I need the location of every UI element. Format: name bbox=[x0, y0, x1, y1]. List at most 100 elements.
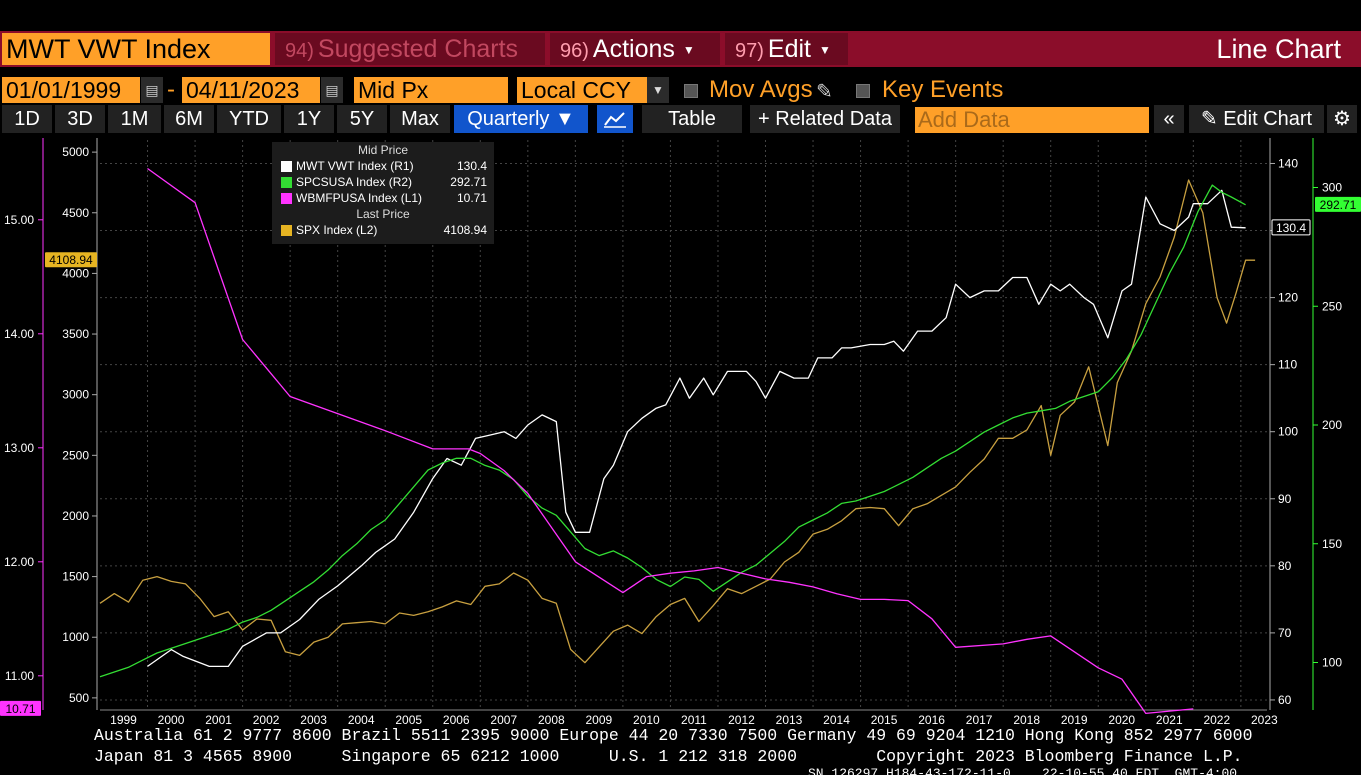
range-tab-max[interactable]: Max bbox=[390, 105, 450, 133]
x-tick-label: 2014 bbox=[823, 713, 850, 727]
r2-last-tag-box bbox=[1315, 196, 1361, 212]
legend-item: WBMFPUSA Index (L1) 10.71 bbox=[272, 190, 494, 206]
edit-button[interactable]: 97) Edit ▼ bbox=[725, 33, 848, 65]
x-tick-label: 2011 bbox=[681, 713, 707, 727]
legend-header-mid: Mid Price bbox=[357, 143, 408, 157]
series-line bbox=[147, 189, 1246, 668]
legend-swatch bbox=[281, 177, 292, 188]
range-tab-1d[interactable]: 1D bbox=[2, 105, 52, 133]
range-tab-1m[interactable]: 1M bbox=[108, 105, 161, 133]
related-data-button[interactable]: + Related Data bbox=[750, 105, 900, 133]
calendar-icon[interactable]: ▤ bbox=[321, 77, 343, 103]
x-tick-label: 2002 bbox=[253, 713, 280, 727]
key-events-checkbox[interactable] bbox=[856, 84, 870, 98]
x-tick-label: 2006 bbox=[443, 713, 470, 727]
x-tick-label: 2012 bbox=[728, 713, 755, 727]
currency-select[interactable]: Local CCY bbox=[517, 77, 647, 103]
range-tab-5y[interactable]: 5Y bbox=[337, 105, 387, 133]
edit-number: 97) bbox=[735, 40, 764, 62]
series-line bbox=[99, 179, 1256, 664]
end-date-input[interactable]: 04/11/2023 bbox=[182, 77, 320, 103]
calendar-icon[interactable]: ▤ bbox=[141, 77, 163, 103]
table-button[interactable]: Table bbox=[642, 105, 742, 133]
x-tick-label: 2001 bbox=[205, 713, 232, 727]
l2-last-tag-label: 4108.94 bbox=[49, 253, 93, 267]
r2-tick-label: 100 bbox=[1322, 656, 1342, 670]
l1-tick-label: 11.00 bbox=[5, 669, 34, 683]
key-events-label: Key Events bbox=[882, 76, 1004, 103]
chart-controls: 01/01/1999 ▤ - 04/11/2023 ▤ Mid Px Local… bbox=[0, 75, 1361, 105]
x-tick-label: 2016 bbox=[918, 713, 945, 727]
chevron-down-icon: ▼ bbox=[682, 43, 695, 58]
mov-avgs-checkbox[interactable] bbox=[684, 84, 698, 98]
r1-last-tag-label: 130.4 bbox=[1276, 221, 1306, 235]
l1-last-tag: 10.71 bbox=[0, 700, 41, 716]
r1-tick-label: 110 bbox=[1278, 358, 1297, 372]
x-tick-label: 2015 bbox=[871, 713, 898, 727]
legend-item-value: 4108.94 bbox=[443, 223, 487, 237]
legend-swatch bbox=[281, 193, 292, 204]
footer-session-info: SN 126297 H184-43-172-11-0 22-10-55 40 E… bbox=[808, 766, 1238, 775]
l2-tick-label: 1500 bbox=[62, 570, 89, 584]
legend-swatch bbox=[281, 161, 292, 172]
legend-swatch bbox=[281, 225, 292, 236]
footer-contacts-1: Australia 61 2 9777 8600 Brazil 5511 239… bbox=[94, 726, 1253, 745]
r2-tick-label: 150 bbox=[1322, 537, 1342, 551]
suggested-charts-button[interactable]: 94) Suggested Charts bbox=[275, 33, 545, 65]
x-tick-label: 2003 bbox=[300, 713, 327, 727]
view-title: Line Chart bbox=[1216, 34, 1341, 64]
legend-item-value: 130.4 bbox=[456, 159, 487, 173]
x-tick-label: 2019 bbox=[1061, 713, 1088, 727]
line-chart: 1999 2000 2001 2002 2003 2004 2005 2006 2007 2008… bbox=[0, 138, 1361, 727]
range-toolbar: 1D 3D 1M 6M YTD 1Y 5Y Max Quarterly ▼ Ta… bbox=[0, 105, 1361, 133]
pencil-icon: ✎ bbox=[1200, 108, 1224, 130]
start-date-input[interactable]: 01/01/1999 bbox=[2, 77, 140, 103]
mov-avgs-label: Mov Avgs bbox=[709, 76, 813, 103]
l2-tick-label: 5000 bbox=[62, 145, 89, 159]
l2-tick-label: 2500 bbox=[62, 448, 89, 462]
x-tick-label: 2013 bbox=[776, 713, 803, 727]
x-tick-label: 2017 bbox=[966, 713, 993, 727]
series-line bbox=[147, 167, 1194, 715]
l1-tick-label: 12.00 bbox=[4, 555, 34, 569]
legend-item-name: WBMFPUSA Index (L1) bbox=[296, 191, 423, 205]
chart-legend: Mid Price MWT VWT Index (R1) 130.4 SPCSUS… bbox=[272, 142, 494, 244]
edit-chart-label: Edit Chart bbox=[1223, 108, 1313, 130]
period-select[interactable]: Quarterly ▼ bbox=[454, 105, 588, 133]
l1-last-tag-box bbox=[0, 700, 41, 716]
add-data-input[interactable]: Add Data bbox=[915, 107, 1149, 133]
legend-item: MWT VWT Index (R1) 130.4 bbox=[272, 158, 494, 174]
legend-item: SPCSUSA Index (R2) 292.71 bbox=[272, 174, 494, 190]
chart-lines bbox=[99, 167, 1256, 715]
actions-label: Actions bbox=[592, 35, 675, 63]
range-tab-3d[interactable]: 3D bbox=[55, 105, 105, 133]
line-chart-icon[interactable] bbox=[597, 105, 633, 133]
x-tick-label: 2010 bbox=[633, 713, 660, 727]
x-tick-label: 2005 bbox=[395, 713, 422, 727]
chart-axes: 1999 2000 2001 2002 2003 2004 2005 2006 2007 2008… bbox=[4, 138, 1342, 727]
actions-button[interactable]: 96) Actions ▼ bbox=[550, 33, 720, 65]
edit-label: Edit bbox=[767, 35, 811, 63]
range-tab-ytd[interactable]: YTD bbox=[217, 105, 281, 133]
range-tab-6m[interactable]: 6M bbox=[164, 105, 214, 133]
gear-icon[interactable]: ⚙ bbox=[1327, 105, 1357, 133]
legend-item-name: SPCSUSA Index (R2) bbox=[296, 175, 413, 189]
edit-chart-button[interactable]: ✎ Edit Chart bbox=[1189, 105, 1324, 133]
range-tab-1y[interactable]: 1Y bbox=[284, 105, 334, 133]
r1-last-tag-box bbox=[1271, 219, 1311, 236]
l1-tick-label: 15.00 bbox=[4, 213, 34, 227]
x-tick-label: 2009 bbox=[586, 713, 613, 727]
pencil-icon[interactable]: ✎ bbox=[816, 81, 833, 103]
series-line bbox=[99, 184, 1246, 678]
chevron-down-icon[interactable]: ▼ bbox=[647, 77, 669, 103]
l1-tick-label: 14.00 bbox=[4, 327, 34, 341]
footer-contacts-2: Japan 81 3 4565 8900 Singapore 65 6212 1… bbox=[94, 747, 1243, 766]
r1-tick-label: 120 bbox=[1278, 291, 1298, 305]
suggested-charts-number: 94) bbox=[285, 40, 314, 62]
field-select[interactable]: Mid Px bbox=[354, 77, 508, 103]
date-separator: - bbox=[167, 76, 175, 103]
r1-tick-label: 60 bbox=[1278, 693, 1292, 707]
security-field[interactable]: MWT VWT Index bbox=[2, 33, 270, 65]
double-chevron-left-icon[interactable]: « bbox=[1154, 105, 1184, 133]
r2-tick-label: 300 bbox=[1322, 181, 1342, 195]
